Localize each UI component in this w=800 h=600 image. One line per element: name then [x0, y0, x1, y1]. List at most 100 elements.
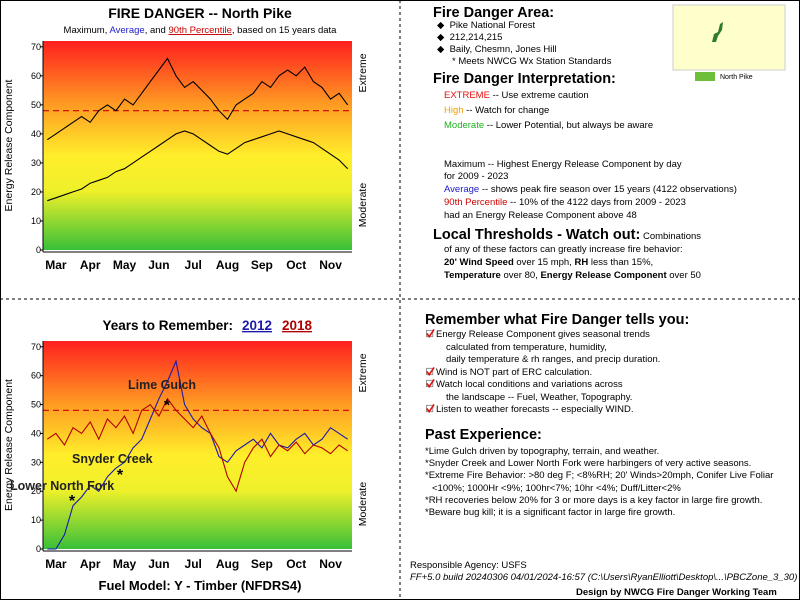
- text: RH: [574, 257, 589, 268]
- experience-line: *Extreme Fire Behavior: >80 deg F; <8%RH…: [425, 470, 774, 482]
- check-item: Energy Release Component gives seasonal …: [426, 329, 650, 341]
- x-tick-label: Sep: [251, 258, 273, 272]
- y-tick-label: 30: [31, 457, 41, 467]
- text: over 80,: [500, 270, 541, 281]
- y-tick-label: 0: [36, 544, 41, 554]
- y-tick-label: 30: [31, 158, 41, 168]
- y-axis-title: Energy Release Component: [3, 379, 15, 511]
- legend-entry: Average: [109, 25, 144, 36]
- y-tick-label: 40: [31, 129, 41, 139]
- x-tick-label: Nov: [319, 557, 342, 571]
- text: Wind is NOT part of ERC calculation.: [436, 366, 593, 378]
- x-tick-label: Apr: [80, 557, 101, 571]
- subtitle-text: , based on 15 years data: [232, 25, 337, 36]
- y-axis-title: Energy Release Component: [3, 79, 15, 211]
- x-tick-label: May: [113, 258, 137, 272]
- annotation-marker: *: [164, 398, 171, 415]
- annotation: Lower North Fork: [10, 479, 114, 493]
- heading: Fire Danger Area:: [433, 5, 555, 21]
- agency: Responsible Agency: USFS: [410, 560, 527, 571]
- text: Listen to weather forecasts -- especiall…: [436, 404, 634, 415]
- check-item: Wind is NOT part of ERC calculation.: [426, 366, 593, 379]
- annotation-marker: *: [69, 493, 76, 510]
- legend-entry: 90th Percentile: [168, 25, 231, 36]
- text: Pike National Forest: [449, 20, 536, 31]
- x-tick-label: Oct: [286, 258, 306, 272]
- chart-footer: Fuel Model: Y - Timber (NFDRS4): [99, 578, 302, 593]
- check-icon: [426, 366, 435, 376]
- y-tick-label: 70: [31, 342, 41, 352]
- heading: Past Experience:: [425, 427, 542, 443]
- x-tick-label: Sep: [251, 557, 273, 571]
- text: Temperature: [444, 270, 501, 281]
- plot-background: [43, 341, 352, 549]
- y-tick-label: 50: [31, 400, 41, 410]
- definition: had an Energy Release Component above 48: [444, 210, 637, 221]
- x-tick-label: Jul: [185, 258, 202, 272]
- build-info: FF+5.0 build 20240306 04/01/2024-16:57 (…: [410, 572, 798, 583]
- experience-line: <100%; 1000Hr <9%; 100hr<7%; 10hr <4%; D…: [432, 482, 681, 494]
- legend-entry: Maximum: [64, 25, 105, 36]
- series-line: [46, 57, 349, 141]
- map-legend-label: North Pike: [720, 74, 753, 81]
- heading: Local Thresholds - Watch out: Combinatio…: [433, 227, 701, 243]
- text: the landscape -- Fuel, Weather, Topograp…: [446, 391, 633, 403]
- series-line: [46, 397, 349, 493]
- bullet-item: ◆ Baily, Chesmn, Jones Hill: [437, 44, 557, 55]
- legend-entry: 2018: [282, 318, 313, 333]
- experience-line: *Beware bug kill; it is a significant fa…: [425, 507, 676, 518]
- threshold-line: of any of these factors can greatly incr…: [444, 244, 683, 255]
- text: Local Thresholds - Watch out:: [433, 227, 641, 243]
- check-icon: [426, 404, 435, 413]
- y-tick-label: 10: [31, 216, 41, 226]
- check-icon: [426, 379, 435, 388]
- text: Average: [444, 184, 480, 195]
- level: High -- Watch for change: [444, 105, 549, 117]
- heading: Remember what Fire Danger tells you:: [425, 312, 690, 328]
- zone-label: Extreme: [357, 53, 369, 92]
- text: less than 15%,: [588, 257, 654, 268]
- x-tick-label: Jun: [148, 557, 169, 571]
- text: -- Lower Potential, but always be aware: [484, 120, 654, 131]
- annotation: Snyder Creek: [72, 452, 153, 466]
- check-item: calculated from temperature, humidity,: [446, 342, 607, 354]
- check-item: Listen to weather forecasts -- especiall…: [426, 404, 633, 416]
- y-tick-label: 60: [31, 71, 41, 81]
- x-tick-label: Jul: [185, 557, 202, 571]
- series-line: [47, 359, 349, 550]
- heading: Fire Danger Interpretation:: [433, 71, 616, 87]
- x-tick-label: May: [113, 557, 137, 571]
- check-icon: [426, 329, 435, 338]
- legend-entry: 2012: [242, 318, 272, 333]
- level-name: EXTREME: [444, 90, 490, 101]
- text: Energy Release Component gives seasonal …: [436, 329, 650, 340]
- text: -- shows peak fire season over 15 years …: [479, 184, 737, 195]
- annotation-marker: *: [117, 467, 124, 484]
- definition: 90th Percentile -- 10% of the 4122 days …: [444, 197, 686, 209]
- x-tick-label: Mar: [45, 557, 67, 571]
- series-line: [47, 130, 349, 202]
- zone-label: Moderate: [357, 482, 369, 527]
- bullet-item: ◆ 212,214,215: [437, 32, 503, 43]
- level-name: High: [444, 105, 464, 116]
- text: daily temperature & rh ranges, and preci…: [446, 354, 661, 365]
- text: -- 10% of the 4122 days from 2009 - 2023: [507, 197, 686, 208]
- text: Energy Release Component: [540, 270, 667, 281]
- level-name: Moderate: [444, 120, 485, 131]
- x-tick-label: Oct: [286, 557, 306, 571]
- y-tick-label: 10: [31, 515, 41, 525]
- check-item: the landscape -- Fuel, Weather, Topograp…: [446, 392, 632, 404]
- bullet-item: ◆ Pike National Forest: [437, 20, 536, 31]
- text: -- Watch for change: [463, 105, 550, 116]
- text: Watch local conditions and variations ac…: [436, 379, 623, 390]
- chart-title: FIRE DANGER -- North Pike: [108, 5, 292, 21]
- y-tick-label: 0: [36, 245, 41, 255]
- check-item: Watch local conditions and variations ac…: [426, 379, 623, 391]
- check-item: daily temperature & rh ranges, and preci…: [446, 354, 660, 366]
- y-tick-label: 50: [31, 100, 41, 110]
- subtitle-text: , and: [145, 25, 169, 36]
- map-thumbnail: [672, 4, 786, 71]
- chart-subtitle: Maximum, Average, and 90th Percentile, b…: [64, 25, 338, 36]
